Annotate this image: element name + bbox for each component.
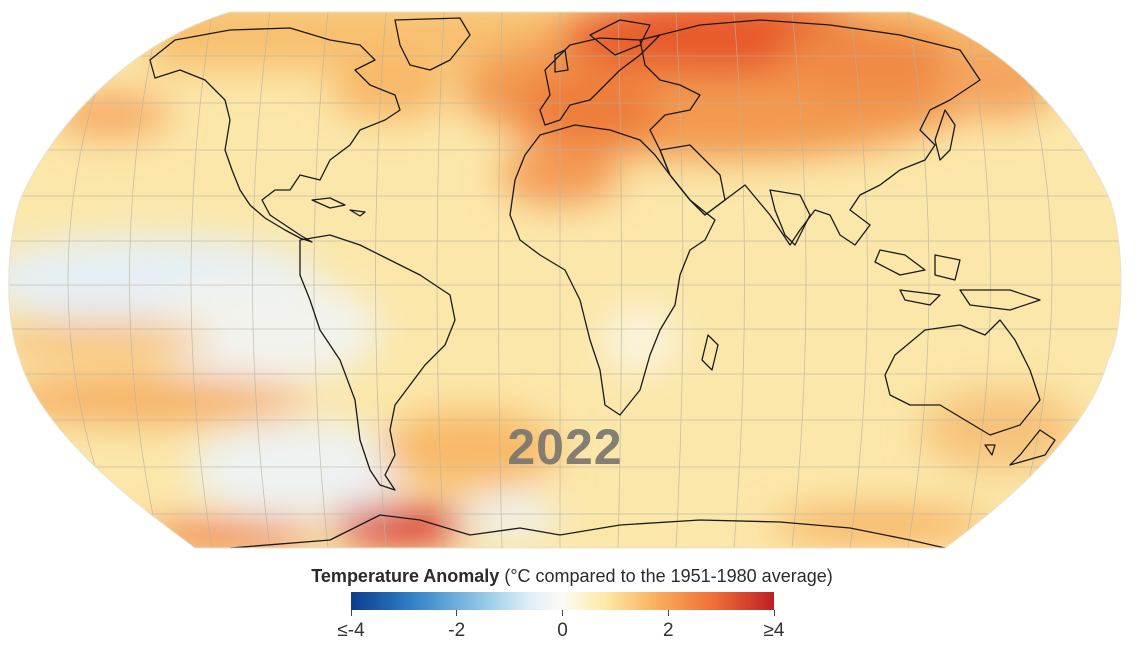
coastlines (149, 17, 1056, 548)
australia-outline (884, 319, 1041, 436)
greenland-outline (394, 17, 471, 71)
legend-colorbar (351, 592, 774, 610)
north-america-outline (149, 27, 401, 243)
europe-outline (539, 34, 661, 126)
legend-title-units: (°C compared to the 1951-1980 average) (499, 566, 833, 586)
legend-tick-label: ≥4 (763, 620, 785, 641)
antarctica-outline (229, 514, 946, 548)
legend-tick (562, 610, 563, 616)
world-temperature-anomaly-map (8, 11, 1122, 549)
legend-tick-label: -2 (448, 620, 466, 641)
legend-tick (350, 610, 352, 616)
asia-outline (639, 19, 981, 246)
legend-tick-label: ≤-4 (337, 620, 365, 641)
legend-tick (773, 610, 775, 616)
south-america-outline (299, 234, 456, 491)
year-label: 2022 (507, 419, 623, 475)
globe-edge (8, 11, 1122, 549)
legend-tick (456, 610, 458, 616)
africa-outline (509, 124, 716, 416)
legend-tick-label: 0 (557, 620, 568, 641)
legend-tick (667, 610, 669, 616)
legend-title: Temperature Anomaly (°C compared to the … (0, 566, 1144, 587)
legend-tick-label: 2 (662, 620, 674, 641)
legend-title-bold: Temperature Anomaly (311, 566, 500, 586)
